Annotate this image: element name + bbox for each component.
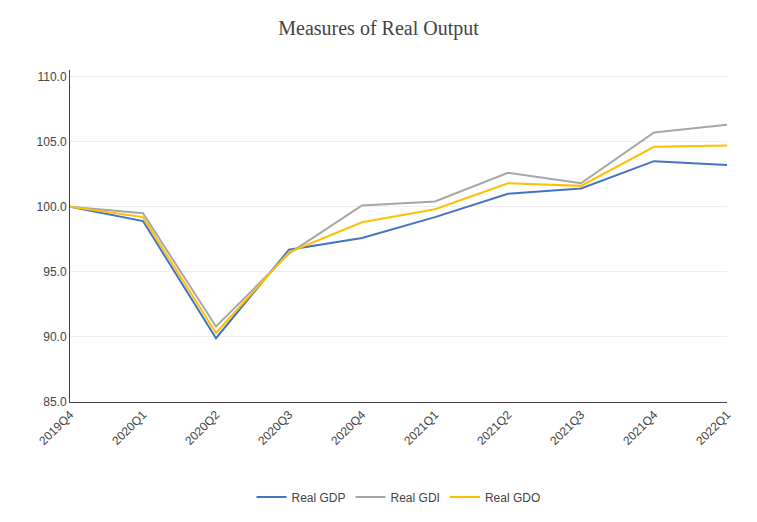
svg-text:2021Q2: 2021Q2 bbox=[474, 408, 514, 448]
svg-text:Measures of Real Output: Measures of Real Output bbox=[278, 17, 479, 40]
svg-text:2022Q1: 2022Q1 bbox=[693, 408, 733, 448]
svg-text:Real GDI: Real GDI bbox=[391, 491, 440, 505]
svg-text:Real GDP: Real GDP bbox=[292, 491, 346, 505]
svg-text:100.0: 100.0 bbox=[37, 200, 67, 214]
svg-text:2019Q4: 2019Q4 bbox=[36, 408, 76, 448]
svg-text:2020Q3: 2020Q3 bbox=[255, 408, 295, 448]
svg-text:95.0: 95.0 bbox=[43, 265, 67, 279]
svg-text:Real GDO: Real GDO bbox=[485, 491, 540, 505]
svg-text:2020Q4: 2020Q4 bbox=[328, 408, 368, 448]
svg-text:90.0: 90.0 bbox=[43, 330, 67, 344]
svg-text:2021Q3: 2021Q3 bbox=[547, 408, 587, 448]
svg-text:2021Q4: 2021Q4 bbox=[620, 408, 660, 448]
svg-text:2020Q2: 2020Q2 bbox=[182, 408, 222, 448]
svg-text:85.0: 85.0 bbox=[43, 395, 67, 409]
svg-text:2021Q1: 2021Q1 bbox=[401, 408, 441, 448]
svg-text:110.0: 110.0 bbox=[37, 70, 66, 84]
svg-text:105.0: 105.0 bbox=[37, 135, 67, 149]
svg-text:2020Q1: 2020Q1 bbox=[109, 408, 149, 448]
